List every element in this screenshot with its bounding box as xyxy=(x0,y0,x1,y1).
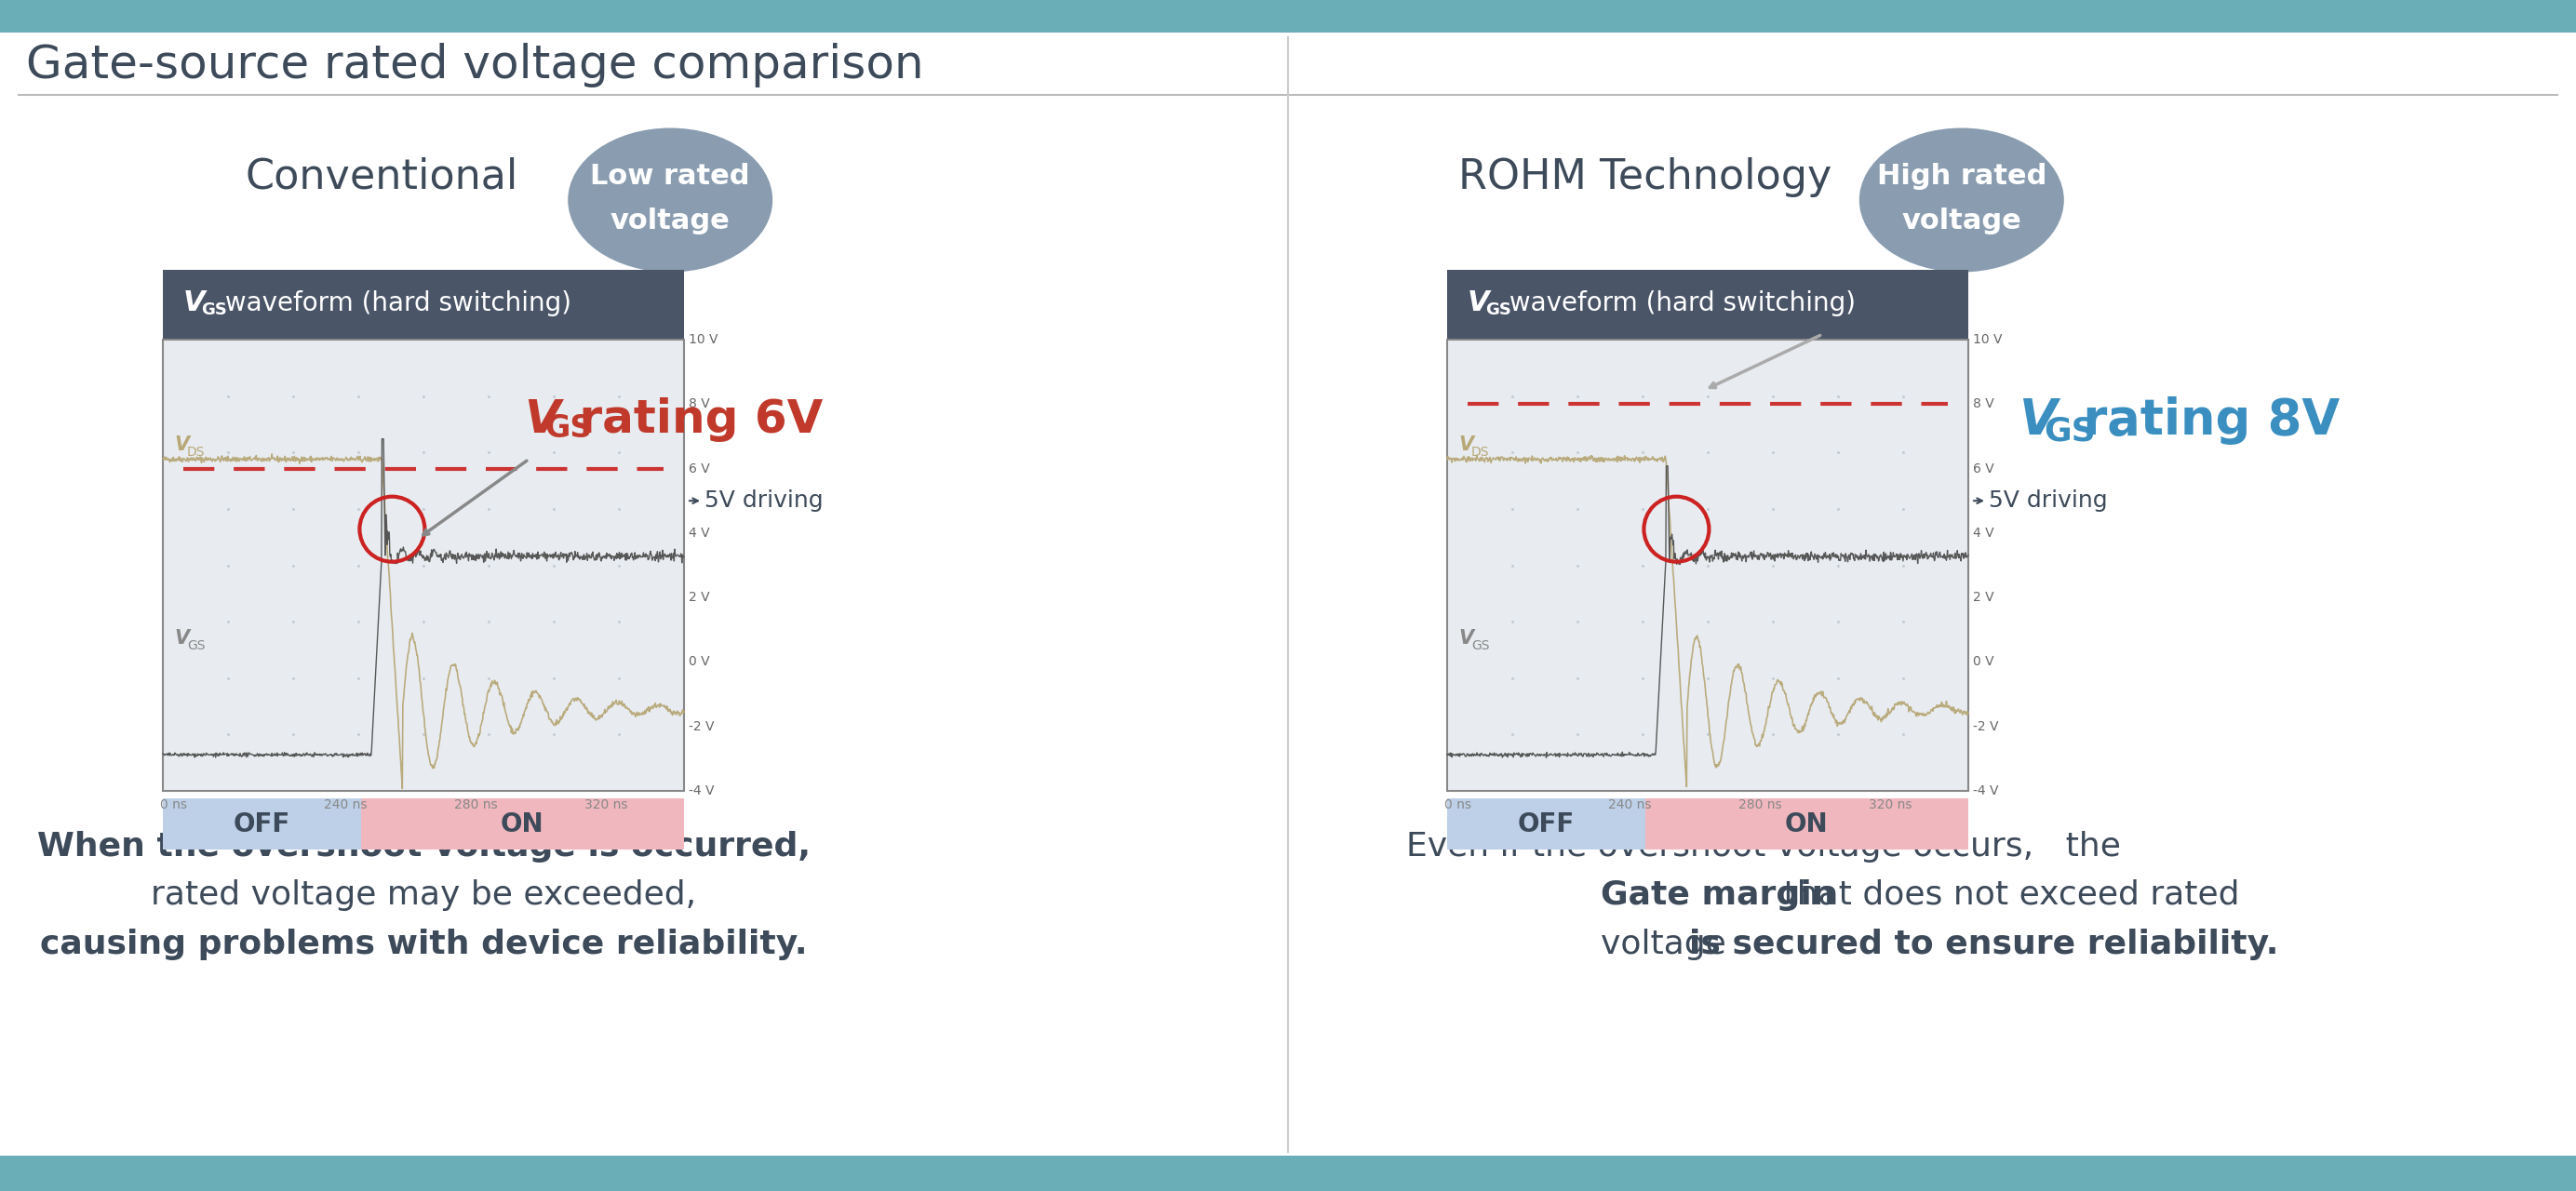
Text: -4 V: -4 V xyxy=(688,785,714,798)
Text: 240 ns: 240 ns xyxy=(325,798,366,811)
Text: V: V xyxy=(183,289,206,317)
Text: -4 V: -4 V xyxy=(1973,785,1999,798)
Text: GS: GS xyxy=(1486,303,1512,319)
Text: 5V driving: 5V driving xyxy=(703,490,824,512)
Bar xyxy=(162,339,685,791)
Text: that does not exceed rated: that does not exceed rated xyxy=(1772,879,2239,911)
Text: V: V xyxy=(2020,397,2058,444)
Text: 0 V: 0 V xyxy=(1973,655,1994,668)
Text: 280 ns: 280 ns xyxy=(1739,798,1783,811)
Text: voltage: voltage xyxy=(1600,929,1736,960)
Text: Conventional: Conventional xyxy=(245,157,518,197)
Text: 8 V: 8 V xyxy=(688,398,711,411)
Text: 0 ns: 0 ns xyxy=(160,798,188,811)
Bar xyxy=(1448,798,1646,849)
Text: voltage: voltage xyxy=(1901,207,2022,233)
Text: 4 V: 4 V xyxy=(688,526,711,540)
Text: GS: GS xyxy=(201,303,227,319)
Bar xyxy=(0,1155,2576,1191)
Text: OFF: OFF xyxy=(1517,811,1574,837)
Text: DS: DS xyxy=(1471,445,1489,459)
Text: 6 V: 6 V xyxy=(1973,462,1994,475)
Text: OFF: OFF xyxy=(234,811,291,837)
Text: 4 V: 4 V xyxy=(1973,526,1994,540)
Bar xyxy=(361,798,685,849)
Text: Gate margin: Gate margin xyxy=(1600,879,1837,911)
Text: 6 V: 6 V xyxy=(688,462,711,475)
Bar xyxy=(162,798,361,849)
Text: 5V driving: 5V driving xyxy=(1989,490,2107,512)
Text: V: V xyxy=(175,436,188,454)
Text: 2 V: 2 V xyxy=(688,591,711,604)
Text: -2 V: -2 V xyxy=(1973,719,1999,732)
Text: Low rated: Low rated xyxy=(590,163,750,191)
Text: 10 V: 10 V xyxy=(1973,333,2002,347)
Text: When the overshoot voltage is occurred,: When the overshoot voltage is occurred, xyxy=(36,831,809,862)
Bar xyxy=(162,339,685,791)
Text: ROHM Technology: ROHM Technology xyxy=(1458,157,1832,197)
Text: GS: GS xyxy=(544,413,592,444)
Text: GS: GS xyxy=(1471,640,1489,653)
Text: DS: DS xyxy=(188,445,206,459)
Ellipse shape xyxy=(567,127,773,273)
Bar xyxy=(1646,798,1968,849)
Text: GS: GS xyxy=(2043,416,2094,447)
Text: V: V xyxy=(1458,629,1473,648)
Text: V: V xyxy=(1468,289,1489,317)
Text: 280 ns: 280 ns xyxy=(453,798,497,811)
Text: waveform (hard switching): waveform (hard switching) xyxy=(1502,289,1855,316)
Text: -2 V: -2 V xyxy=(688,719,714,732)
Ellipse shape xyxy=(1860,127,2063,273)
Text: ON: ON xyxy=(500,811,544,837)
Text: 0 V: 0 V xyxy=(688,655,711,668)
Text: Even if the overshoot voltage occurs,   the: Even if the overshoot voltage occurs, th… xyxy=(1406,831,2120,862)
Text: causing problems with device reliability.: causing problems with device reliability… xyxy=(39,929,806,960)
Text: 8 V: 8 V xyxy=(1973,398,1994,411)
Text: 320 ns: 320 ns xyxy=(1868,798,1911,811)
Text: High rated: High rated xyxy=(1878,163,2045,191)
Text: voltage: voltage xyxy=(611,207,729,233)
Bar xyxy=(1448,270,1968,339)
Text: V: V xyxy=(175,629,188,648)
Text: waveform (hard switching): waveform (hard switching) xyxy=(216,289,572,316)
Text: V: V xyxy=(1458,436,1473,454)
Text: is secured to ensure reliability.: is secured to ensure reliability. xyxy=(1690,929,2280,960)
Text: ON: ON xyxy=(1785,811,1829,837)
Text: rated voltage may be exceeded,: rated voltage may be exceeded, xyxy=(152,879,696,911)
Text: rating 6V: rating 6V xyxy=(564,397,824,442)
Text: GS: GS xyxy=(188,640,206,653)
Text: V: V xyxy=(523,397,559,442)
Bar xyxy=(1448,339,1968,791)
Bar xyxy=(1448,339,1968,791)
Text: 2 V: 2 V xyxy=(1973,591,1994,604)
Text: rating 8V: rating 8V xyxy=(2066,397,2339,444)
Bar xyxy=(162,270,685,339)
Bar xyxy=(0,0,2576,32)
Text: 0 ns: 0 ns xyxy=(1445,798,1471,811)
Text: 240 ns: 240 ns xyxy=(1607,798,1651,811)
Text: 10 V: 10 V xyxy=(688,333,719,347)
Text: Gate-source rated voltage comparison: Gate-source rated voltage comparison xyxy=(26,43,925,87)
Text: 320 ns: 320 ns xyxy=(585,798,629,811)
